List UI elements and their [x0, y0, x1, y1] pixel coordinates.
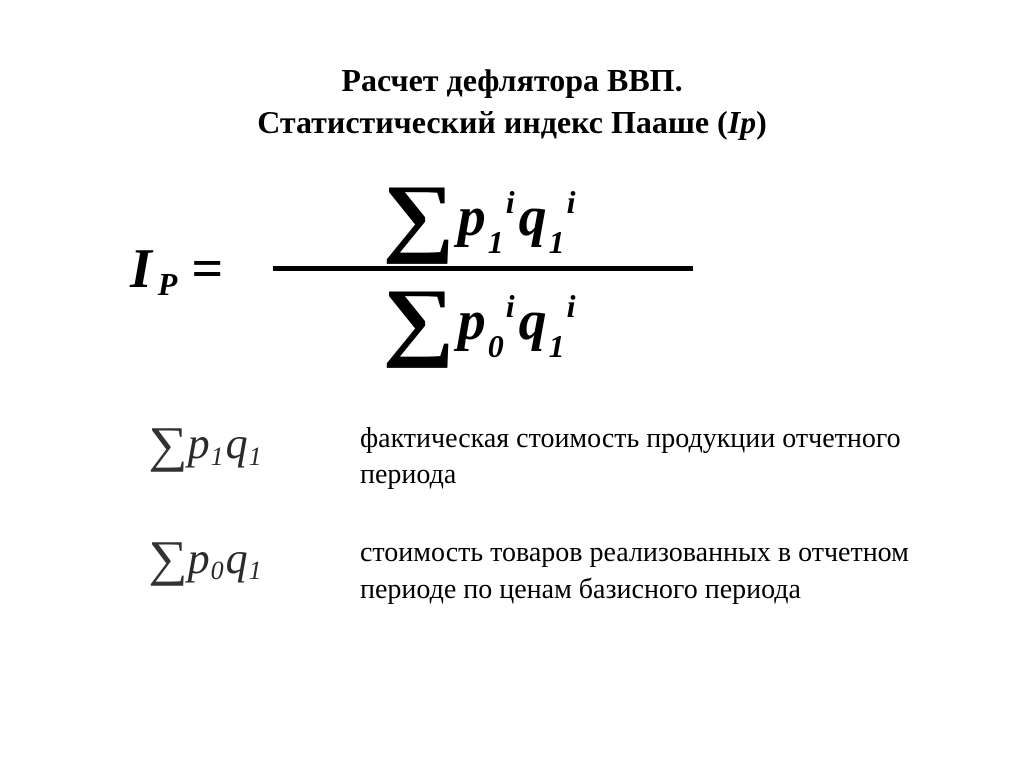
title-line1: Расчет дефлятора ВВП.: [341, 62, 682, 98]
title-line2-suffix: ): [756, 104, 767, 140]
paasche-formula: I P = ∑ p 1 i q 1 i ∑: [130, 173, 944, 364]
title-line2-prefix: Статистический индекс Пааше (: [257, 104, 728, 140]
definitions: ∑ p 1 q 1 фактическая стоимость продукци…: [150, 415, 944, 609]
num-p-term: p 1 i: [458, 185, 519, 249]
fraction-line: [273, 266, 693, 271]
sigma-icon: ∑: [382, 281, 454, 360]
sigma-icon: ∑: [382, 177, 454, 256]
definition-text: стоимость товаров реализованных в отчетн…: [360, 529, 920, 608]
equals-sign: =: [191, 237, 223, 301]
den-p-term: p 0 i: [458, 289, 519, 353]
den-q-term: q 1 i: [519, 289, 580, 353]
num-q-term: q 1 i: [519, 185, 580, 249]
formula-lhs: I P =: [130, 237, 253, 301]
definition-row: ∑ p 1 q 1 фактическая стоимость продукци…: [150, 415, 944, 494]
lhs-sub: P: [158, 266, 178, 303]
denominator: ∑ p 0 i q 1 i: [387, 277, 580, 364]
definition-symbol: ∑ p 0 q 1: [150, 529, 360, 587]
definition-text: фактическая стоимость продукции отчетног…: [360, 415, 920, 494]
definition-symbol: ∑ p 1 q 1: [150, 415, 360, 473]
title-line2-italic: Ip: [728, 104, 756, 140]
lhs-I: I: [130, 237, 152, 301]
slide-title: Расчет дефлятора ВВП. Статистический инд…: [80, 60, 944, 143]
sigma-icon: ∑: [148, 529, 187, 587]
sigma-icon: ∑: [148, 415, 187, 473]
numerator: ∑ p 1 i q 1 i: [387, 173, 580, 260]
definition-row: ∑ p 0 q 1 стоимость товаров реализованны…: [150, 529, 944, 608]
slide-content: Расчет дефлятора ВВП. Статистический инд…: [0, 0, 1024, 684]
formula-fraction: ∑ p 1 i q 1 i ∑ p 0 i: [273, 173, 693, 364]
